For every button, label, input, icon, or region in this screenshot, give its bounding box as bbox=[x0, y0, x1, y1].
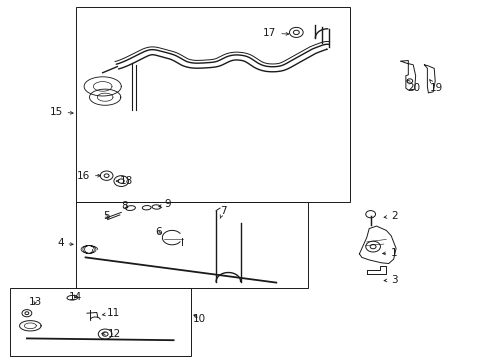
Text: 16: 16 bbox=[77, 171, 101, 181]
Text: 20: 20 bbox=[406, 80, 419, 93]
Text: 5: 5 bbox=[102, 211, 109, 221]
Text: 9: 9 bbox=[159, 199, 171, 209]
Text: 19: 19 bbox=[428, 80, 442, 93]
Bar bbox=[10, 288, 190, 356]
Text: 1: 1 bbox=[382, 248, 397, 258]
Bar bbox=[76, 7, 349, 202]
Text: 17: 17 bbox=[263, 28, 288, 38]
Text: 7: 7 bbox=[220, 206, 226, 219]
Text: 6: 6 bbox=[155, 227, 162, 237]
Text: 10: 10 bbox=[193, 314, 206, 324]
Text: 14: 14 bbox=[68, 292, 81, 302]
Bar bbox=[76, 202, 307, 288]
Text: 15: 15 bbox=[49, 107, 73, 117]
Text: 2: 2 bbox=[383, 211, 397, 221]
Text: 3: 3 bbox=[383, 275, 397, 285]
Text: 8: 8 bbox=[121, 201, 128, 211]
Text: 18: 18 bbox=[116, 176, 133, 186]
Text: 4: 4 bbox=[57, 238, 73, 248]
Text: 11: 11 bbox=[102, 308, 120, 318]
Text: 13: 13 bbox=[28, 297, 41, 307]
Text: 12: 12 bbox=[102, 329, 121, 339]
